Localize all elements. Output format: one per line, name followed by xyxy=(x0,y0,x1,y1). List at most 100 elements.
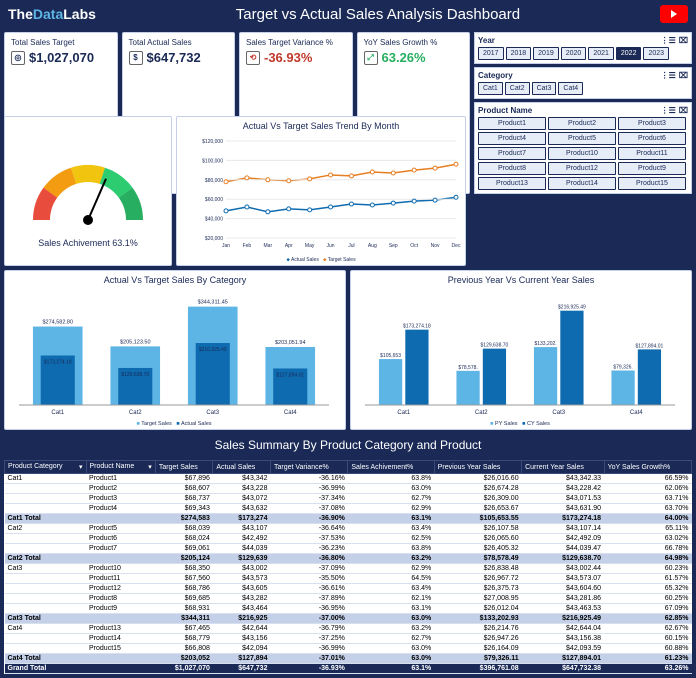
chart-title: Actual Vs Target Sales By Category xyxy=(9,275,341,285)
chart-title: Actual Vs Target Sales Trend By Month xyxy=(181,121,461,131)
filter-icon[interactable]: ⋮☰ xyxy=(661,71,676,80)
chart-title: Previous Year Vs Current Year Sales xyxy=(355,275,687,285)
col-header[interactable]: Product Name ▾ xyxy=(86,461,155,474)
gauge-label: Sales Achivement 63.1% xyxy=(38,238,138,248)
yoy-chart: $105,653$173,274.18Cat1$78,578.$129,638.… xyxy=(355,287,685,427)
svg-text:Cat3: Cat3 xyxy=(206,410,219,416)
svg-text:Aug: Aug xyxy=(368,243,377,249)
slicer-panel: Year⋮☰⌧ 2017201820192020202120222023 Cat… xyxy=(474,32,692,194)
table-row: Cat1 Total$274,583$173,274-36.90%63.1%$1… xyxy=(5,514,692,524)
svg-text:Feb: Feb xyxy=(243,243,252,249)
growth-icon: ⤢ xyxy=(364,51,378,65)
gauge-card: Sales Achivement 63.1% xyxy=(4,116,172,266)
gauge-chart xyxy=(13,135,163,230)
table-row: Cat3Product10$68,350$43,002-37.09%62.9%$… xyxy=(5,564,692,574)
col-header[interactable]: Current Year Sales xyxy=(522,461,604,474)
slicer-btn[interactable]: 2023 xyxy=(643,47,669,60)
summary-title: Sales Summary By Product Category and Pr… xyxy=(4,434,692,456)
table-row: Product3$68,737$43,072-37.34%62.7%$26,30… xyxy=(5,494,692,504)
category-slicer: Category⋮☰⌧ Cat1Cat2Cat3Cat4 xyxy=(474,67,692,99)
svg-text:■ PY Sales ■ CY Sales: ■ PY Sales ■ CY Sales xyxy=(490,421,550,427)
table-row: Product8$69,685$43,282-37.89%62.1%$27,00… xyxy=(5,594,692,604)
svg-text:$205,123.50: $205,123.50 xyxy=(120,339,151,345)
svg-text:Cat1: Cat1 xyxy=(397,410,410,416)
slicer-btn[interactable]: Product9 xyxy=(618,162,686,175)
svg-text:May: May xyxy=(305,243,315,249)
slicer-btn[interactable]: Product11 xyxy=(618,147,686,160)
slicer-btn[interactable]: Cat2 xyxy=(505,82,530,95)
trend-chart: $20,000$40,000$60,000$80,000$100,000$120… xyxy=(181,133,461,263)
clear-icon[interactable]: ⌧ xyxy=(679,71,688,80)
slicer-btn[interactable]: Product6 xyxy=(618,132,686,145)
table-row: Cat4 Total$203,052$127,894-37.01%63.0%$7… xyxy=(5,654,692,664)
youtube-icon[interactable] xyxy=(660,5,688,23)
svg-text:$80,000: $80,000 xyxy=(205,178,223,184)
col-header[interactable]: Sales Achivement% xyxy=(348,461,434,474)
table-row: Product7$69,061$44,039-36.23%63.8%$26,40… xyxy=(5,544,692,554)
slicer-btn[interactable]: Cat3 xyxy=(532,82,557,95)
svg-text:$274,582.80: $274,582.80 xyxy=(42,320,73,326)
category-chart-card: Actual Vs Target Sales By Category $274,… xyxy=(4,270,346,430)
svg-text:Jun: Jun xyxy=(327,243,335,249)
slicer-btn[interactable]: Product5 xyxy=(548,132,616,145)
dashboard-title: Target vs Actual Sales Analysis Dashboar… xyxy=(96,6,660,23)
svg-text:$133,202.: $133,202. xyxy=(534,341,556,347)
slicer-btn[interactable]: Product1 xyxy=(478,117,546,130)
svg-text:$216,925.49: $216,925.49 xyxy=(558,305,586,311)
svg-text:Jul: Jul xyxy=(348,243,354,249)
svg-text:$127,894.01: $127,894.01 xyxy=(636,343,664,349)
svg-text:$129,638.70: $129,638.70 xyxy=(481,343,509,349)
trend-card: Actual Vs Target Sales Trend By Month $2… xyxy=(176,116,466,266)
svg-text:Sep: Sep xyxy=(389,243,398,249)
svg-text:Cat3: Cat3 xyxy=(552,410,565,416)
slicer-btn[interactable]: Product15 xyxy=(618,177,686,190)
clear-icon[interactable]: ⌧ xyxy=(679,36,688,45)
slicer-btn[interactable]: Product4 xyxy=(478,132,546,145)
svg-text:$79,326.: $79,326. xyxy=(613,365,632,371)
col-header[interactable]: Target Variance% xyxy=(270,461,347,474)
slicer-btn[interactable]: Product3 xyxy=(618,117,686,130)
category-chart: $274,582.80$173,274.18Cat1$205,123.50$12… xyxy=(9,287,339,427)
svg-text:Cat2: Cat2 xyxy=(129,410,142,416)
slicer-btn[interactable]: 2018 xyxy=(506,47,532,60)
slicer-btn[interactable]: Product12 xyxy=(548,162,616,175)
kpi-title: Total Sales Target xyxy=(11,38,111,47)
slicer-btn[interactable]: 2022 xyxy=(616,47,642,60)
svg-text:$40,000: $40,000 xyxy=(205,217,223,223)
slicer-btn[interactable]: Product13 xyxy=(478,177,546,190)
filter-icon[interactable]: ⋮☰ xyxy=(661,106,676,115)
slicer-btn[interactable]: Product2 xyxy=(548,117,616,130)
slicer-btn[interactable]: Product7 xyxy=(478,147,546,160)
svg-text:Dec: Dec xyxy=(452,243,461,249)
svg-text:Oct: Oct xyxy=(410,243,418,249)
table-row: Cat2Product5$68,039$43,107-36.64%63.4%$2… xyxy=(5,524,692,534)
slicer-btn[interactable]: 2020 xyxy=(561,47,587,60)
slicer-btn[interactable]: Product10 xyxy=(548,147,616,160)
slicer-btn[interactable]: Product14 xyxy=(548,177,616,190)
clear-icon[interactable]: ⌧ xyxy=(679,106,688,115)
table-row: Product6$68,024$42,492-37.53%62.5%$26,06… xyxy=(5,534,692,544)
filter-icon[interactable]: ⋮☰ xyxy=(661,36,676,45)
slicer-btn[interactable]: 2017 xyxy=(478,47,504,60)
slicer-btn[interactable]: Cat4 xyxy=(558,82,583,95)
kpi-title: Sales Target Variance % xyxy=(246,38,346,47)
svg-text:Cat1: Cat1 xyxy=(51,410,64,416)
table-row: Product4$69,343$43,632-37.08%62.9%$26,65… xyxy=(5,504,692,514)
table-row: Cat1Product1$67,896$43,342-36.16%63.8%$2… xyxy=(5,474,692,484)
svg-text:$203,051.94: $203,051.94 xyxy=(275,340,306,346)
svg-text:Apr: Apr xyxy=(285,243,293,249)
kpi-title: YoY Sales Growth % xyxy=(364,38,464,47)
col-header[interactable]: Product Category ▾ xyxy=(5,461,87,474)
slicer-btn[interactable]: 2021 xyxy=(588,47,614,60)
variance-icon: ⟲ xyxy=(246,51,260,65)
table-row: Product11$67,560$43,573-35.50%64.5%$26,9… xyxy=(5,574,692,584)
col-header[interactable]: YoY Sales Growth% xyxy=(604,461,691,474)
col-header[interactable]: Target Sales xyxy=(155,461,213,474)
product-slicer: Product Name⋮☰⌧ Product1Product2Product3… xyxy=(474,102,692,194)
slicer-btn[interactable]: 2019 xyxy=(533,47,559,60)
slicer-btn[interactable]: Cat1 xyxy=(478,82,503,95)
table-row: Product12$68,786$43,605-36.61%63.4%$26,3… xyxy=(5,584,692,594)
col-header[interactable]: Actual Sales xyxy=(213,461,271,474)
slicer-btn[interactable]: Product8 xyxy=(478,162,546,175)
col-header[interactable]: Previous Year Sales xyxy=(434,461,521,474)
